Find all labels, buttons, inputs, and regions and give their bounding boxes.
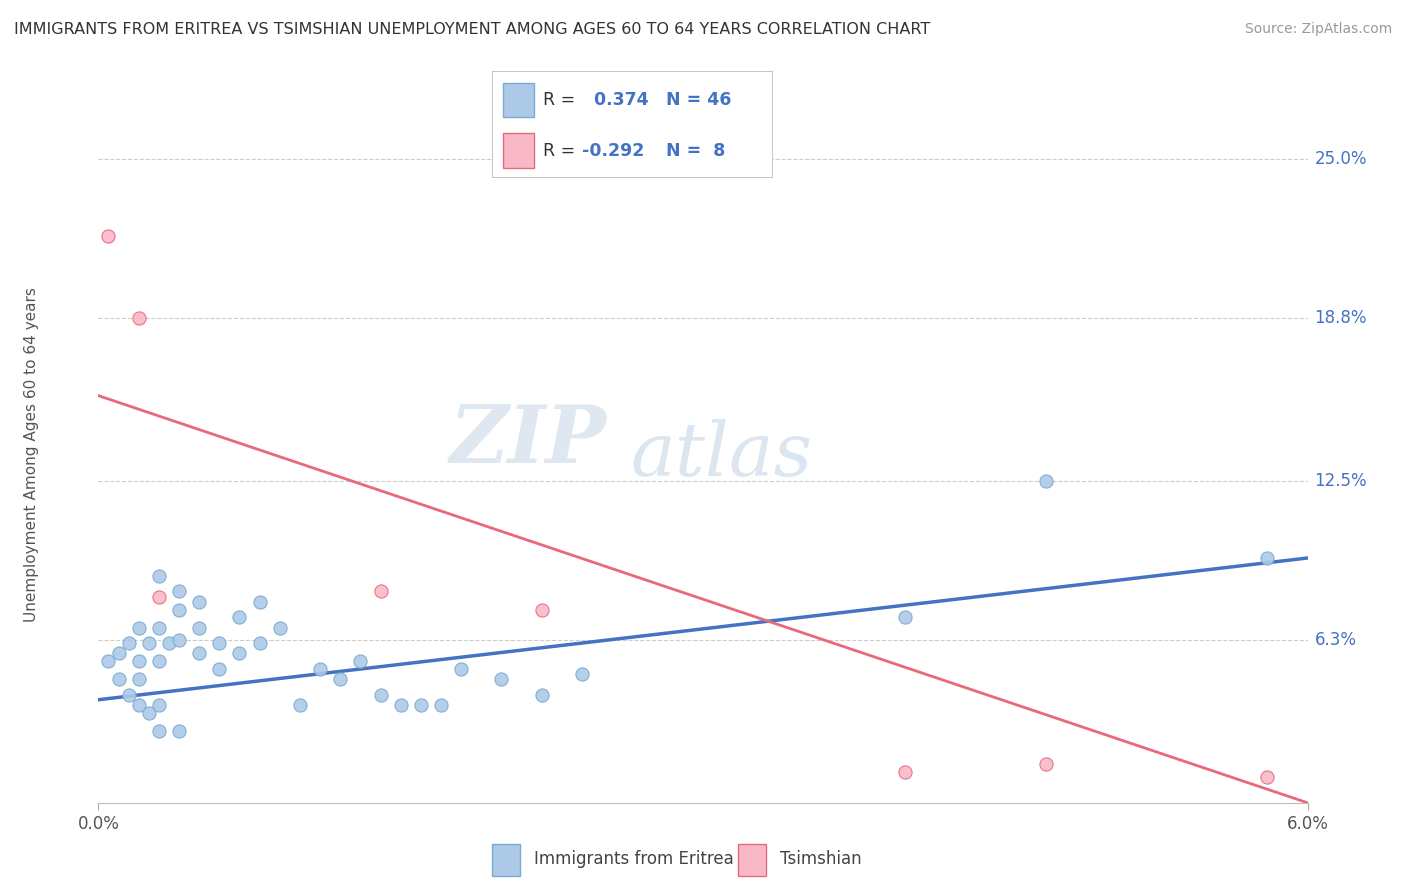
Point (97, 654, 120, 668)
Point (208, 662, 231, 676)
Text: 6.3%: 6.3% (1315, 632, 1357, 649)
Point (893, 764, 915, 779)
Point (97, 228, 120, 243)
Point (249, 636, 271, 650)
Point (309, 662, 332, 676)
Point (288, 698, 311, 712)
Bar (738, 844, 766, 876)
Text: ZIP: ZIP (450, 402, 606, 480)
FancyBboxPatch shape (492, 71, 773, 178)
Point (167, 723, 190, 738)
Point (249, 595, 271, 609)
Point (118, 688, 141, 702)
Point (228, 610, 250, 624)
Point (409, 698, 432, 712)
Text: 0.374: 0.374 (588, 91, 648, 109)
Point (370, 688, 392, 702)
Point (128, 654, 150, 668)
Point (118, 636, 141, 650)
Point (329, 672, 352, 686)
Text: Unemployment Among Ages 60 to 64 years: Unemployment Among Ages 60 to 64 years (24, 287, 39, 623)
Point (1035, 474, 1057, 488)
Text: IMMIGRANTS FROM ERITREA VS TSIMSHIAN UNEMPLOYMENT AMONG AGES 60 TO 64 YEARS CORR: IMMIGRANTS FROM ERITREA VS TSIMSHIAN UNE… (14, 22, 931, 37)
Point (138, 636, 160, 650)
Text: 25.0%: 25.0% (1315, 150, 1367, 168)
Bar (492, 844, 520, 876)
Point (450, 662, 472, 676)
Text: N =  8: N = 8 (666, 142, 725, 160)
Point (370, 584, 392, 599)
Point (167, 633, 190, 648)
Point (188, 621, 211, 635)
Point (530, 602, 553, 616)
Point (1256, 770, 1278, 784)
Text: R =: R = (543, 91, 581, 109)
Bar (503, 83, 534, 118)
Point (107, 672, 129, 686)
Point (349, 654, 371, 668)
Point (208, 636, 231, 650)
Text: atlas: atlas (630, 418, 813, 491)
Text: -0.292: -0.292 (582, 142, 644, 160)
Text: Tsimshian: Tsimshian (780, 849, 862, 868)
Point (571, 667, 593, 681)
Point (148, 590, 170, 604)
Point (107, 646, 129, 660)
Point (389, 698, 412, 712)
Point (430, 698, 453, 712)
Point (148, 654, 170, 668)
Text: 18.8%: 18.8% (1315, 310, 1367, 327)
Point (188, 595, 211, 609)
Point (893, 610, 915, 624)
Point (167, 602, 190, 616)
Point (128, 621, 150, 635)
Bar (503, 134, 534, 168)
Point (128, 311, 150, 326)
Point (491, 672, 513, 686)
Point (1035, 757, 1057, 772)
Point (157, 636, 180, 650)
Point (148, 723, 170, 738)
Text: Immigrants from Eritrea: Immigrants from Eritrea (534, 849, 734, 868)
Text: R =: R = (543, 142, 581, 160)
Point (167, 584, 190, 599)
Point (138, 706, 160, 720)
Point (148, 569, 170, 583)
Point (148, 621, 170, 635)
Point (228, 646, 250, 660)
Point (530, 688, 553, 702)
Point (128, 698, 150, 712)
Point (128, 672, 150, 686)
Text: N = 46: N = 46 (666, 91, 731, 109)
Text: 12.5%: 12.5% (1315, 472, 1367, 490)
Point (1256, 551, 1278, 566)
Point (269, 621, 291, 635)
Point (188, 646, 211, 660)
Point (148, 698, 170, 712)
Text: Source: ZipAtlas.com: Source: ZipAtlas.com (1244, 22, 1392, 37)
